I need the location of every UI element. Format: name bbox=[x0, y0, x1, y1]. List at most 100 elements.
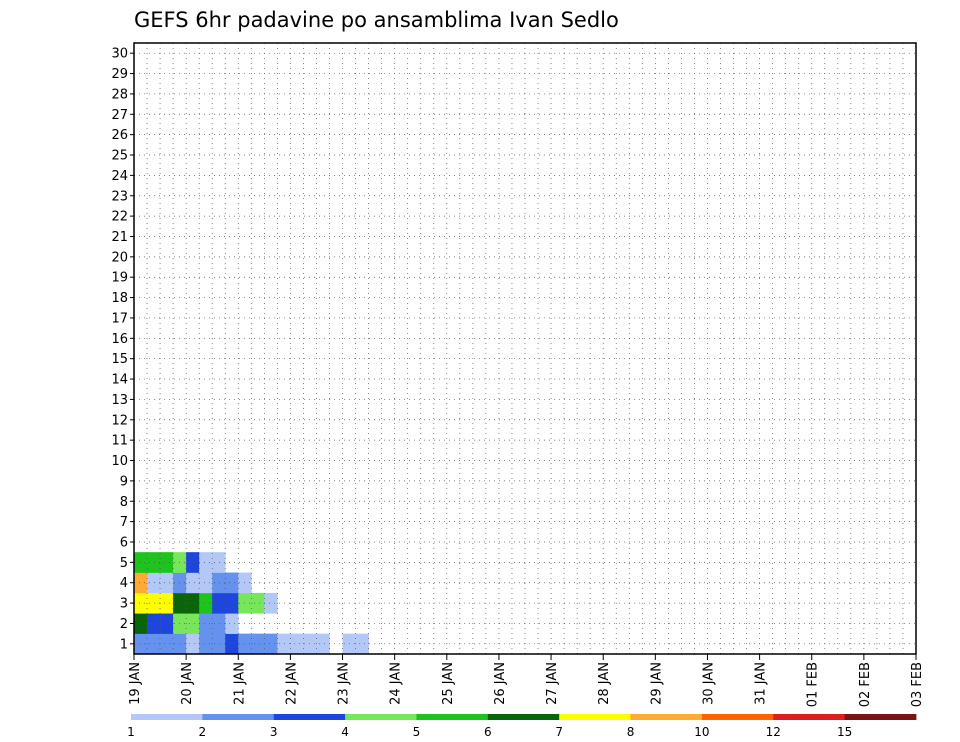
heatmap-cell bbox=[225, 592, 239, 614]
y-tick-label: 12 bbox=[111, 413, 128, 428]
heatmap-cell bbox=[134, 592, 148, 614]
x-tick-label: 21 JAN bbox=[232, 662, 247, 705]
color-legend-swatch bbox=[202, 714, 275, 720]
x-tick-label: 19 JAN bbox=[128, 662, 143, 705]
heatmap-cell bbox=[199, 552, 213, 573]
x-tick-label: 23 JAN bbox=[337, 662, 352, 705]
x-tick-label: 22 JAN bbox=[284, 662, 299, 705]
heatmap-cell bbox=[160, 572, 174, 594]
color-legend-swatch bbox=[487, 714, 560, 720]
grid-lines bbox=[133, 43, 917, 654]
color-legend-label: 10 bbox=[694, 725, 709, 739]
heatmap-cell bbox=[134, 572, 148, 594]
heatmap-cell bbox=[290, 633, 304, 655]
heatmap-cell bbox=[303, 633, 317, 655]
color-legend-swatch bbox=[773, 714, 846, 720]
heatmap-cell bbox=[225, 572, 239, 594]
heatmap-cell bbox=[251, 633, 265, 655]
heatmap-cell bbox=[199, 613, 213, 634]
heatmap-cell bbox=[316, 633, 330, 655]
x-tick-label: 28 JAN bbox=[597, 662, 612, 705]
heatmap-cell bbox=[160, 552, 174, 573]
heatmap-cell bbox=[225, 633, 239, 655]
color-legend-swatch bbox=[630, 714, 703, 720]
heatmap-cell bbox=[199, 572, 213, 594]
y-tick-label: 15 bbox=[111, 352, 128, 367]
heatmap-cell bbox=[212, 613, 226, 634]
color-legend-label: 2 bbox=[199, 725, 207, 739]
color-legend-label: 5 bbox=[413, 725, 421, 739]
y-tick-label: 10 bbox=[111, 454, 128, 469]
y-tick-label: 1 bbox=[120, 637, 128, 652]
y-tick-label: 24 bbox=[111, 169, 128, 184]
y-tick-label: 23 bbox=[111, 189, 128, 204]
color-legend-swatch bbox=[559, 714, 631, 720]
x-tick-label: 29 JAN bbox=[649, 662, 664, 705]
y-tick-label: 30 bbox=[111, 47, 128, 62]
color-legend-label: 15 bbox=[837, 725, 852, 739]
y-tick-label: 5 bbox=[120, 556, 128, 571]
heatmap-cell bbox=[147, 633, 161, 655]
y-tick-label: 25 bbox=[111, 149, 128, 164]
color-legend-label: 8 bbox=[627, 725, 635, 739]
y-tick-label: 27 bbox=[111, 108, 128, 123]
heatmap-cell bbox=[186, 613, 200, 634]
color-legend-swatch bbox=[701, 714, 774, 720]
y-tick-label: 3 bbox=[120, 597, 128, 612]
plot-frame bbox=[133, 42, 917, 655]
x-tick-label: 24 JAN bbox=[389, 662, 404, 705]
heatmap-cell bbox=[225, 613, 239, 634]
y-tick-label: 4 bbox=[120, 576, 128, 591]
x-tick-label: 27 JAN bbox=[545, 662, 560, 705]
color-legend-swatch bbox=[416, 714, 489, 720]
y-tick-label: 11 bbox=[111, 434, 128, 449]
x-tick-label: 01 FEB bbox=[806, 662, 821, 707]
heatmap-cell bbox=[147, 592, 161, 614]
heatmap-cell bbox=[160, 592, 174, 614]
color-legend-label: 3 bbox=[270, 725, 278, 739]
heatmap-cell bbox=[186, 592, 200, 614]
y-tick-label: 18 bbox=[111, 291, 128, 306]
color-legend: 1 2 3 4 5 6 7 8 10 12 15 bbox=[127, 714, 917, 739]
color-legend-swatch bbox=[844, 714, 917, 720]
y-tick-label: 29 bbox=[111, 67, 128, 82]
y-tick-label: 19 bbox=[111, 271, 128, 286]
heatmap-cell bbox=[251, 592, 265, 614]
heatmap-cell bbox=[264, 633, 278, 655]
heatmap-cell bbox=[264, 592, 278, 614]
heatmap-cell bbox=[212, 633, 226, 655]
heatmap-cell bbox=[147, 552, 161, 573]
color-legend-swatch bbox=[273, 714, 346, 720]
x-tick-label: 02 FEB bbox=[858, 662, 873, 707]
y-tick-label: 26 bbox=[111, 128, 128, 143]
heatmap-cell bbox=[134, 552, 148, 573]
x-tick-label: 26 JAN bbox=[493, 662, 508, 705]
heatmap-cell bbox=[147, 613, 161, 634]
color-legend-swatch bbox=[131, 714, 203, 720]
heatmap-cell bbox=[160, 613, 174, 634]
y-tick-label: 17 bbox=[111, 311, 128, 326]
heatmap-cell bbox=[134, 613, 148, 634]
heatmap-cell bbox=[186, 552, 200, 573]
y-tick-label: 13 bbox=[111, 393, 128, 408]
y-tick-label: 14 bbox=[111, 373, 128, 388]
color-legend-swatch bbox=[345, 714, 417, 720]
heatmap-cell bbox=[212, 572, 226, 594]
heatmap-cell bbox=[160, 633, 174, 655]
x-tick-label: 31 JAN bbox=[754, 662, 769, 705]
y-axis: 1234567891011121314151617181920212223242… bbox=[111, 47, 134, 652]
y-tick-label: 6 bbox=[120, 535, 128, 550]
heatmap-cell bbox=[212, 592, 226, 614]
heatmap-cell bbox=[355, 633, 369, 655]
heatmap-cell bbox=[186, 572, 200, 594]
color-legend-label: 12 bbox=[766, 725, 781, 739]
heatmap-cell bbox=[212, 552, 226, 573]
y-tick-label: 22 bbox=[111, 210, 128, 225]
color-legend-label: 7 bbox=[555, 725, 563, 739]
color-legend-label: 6 bbox=[484, 725, 492, 739]
heatmap-cell bbox=[147, 572, 161, 594]
x-axis: 19 JAN 20 JAN 21 JAN 22 JAN 23 JAN 24 JAN 25 J… bbox=[128, 654, 925, 707]
x-tick-label: 25 JAN bbox=[441, 662, 456, 705]
x-tick-label: 03 FEB bbox=[910, 662, 925, 707]
